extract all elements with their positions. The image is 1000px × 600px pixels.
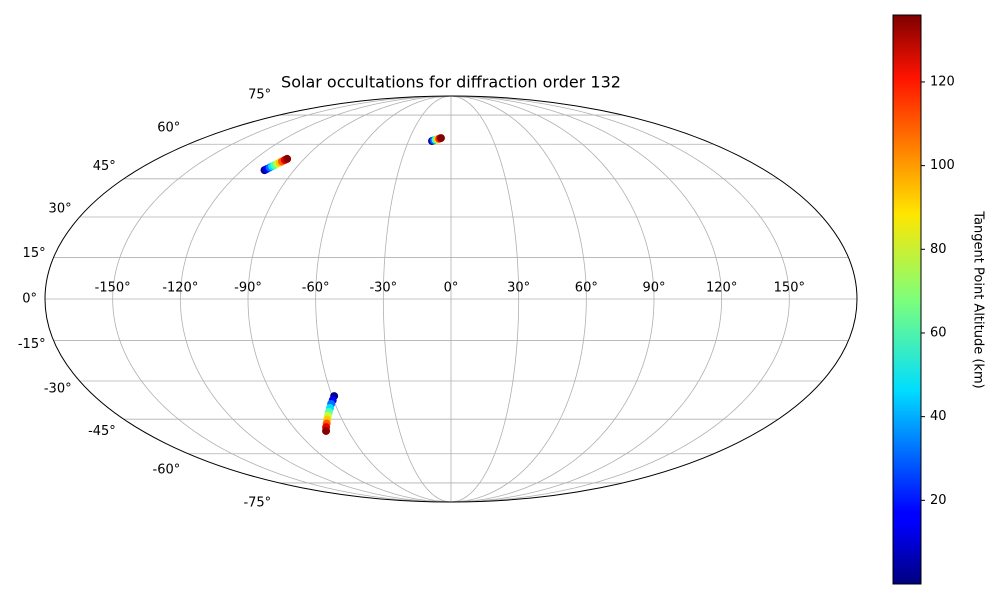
colorbar-tick-label: 40 [930, 409, 947, 424]
y-tick-label: -45° [88, 424, 116, 439]
grid-line [450, 95, 790, 503]
point [436, 134, 445, 143]
colorbar-tick-label: 80 [930, 242, 947, 257]
colorbar-tick-label: 60 [930, 325, 947, 340]
x-tick-label: 90° [642, 281, 665, 296]
x-tick-label: 150° [774, 281, 805, 296]
x-tick-label: 120° [706, 281, 737, 296]
y-tick-label: 15° [23, 246, 46, 261]
y-tick-label: -60° [153, 462, 181, 477]
grid-line [247, 95, 452, 503]
x-tick-label: -90° [234, 281, 262, 296]
grid-line [450, 95, 723, 503]
grid-line [112, 95, 452, 503]
y-tick-label: 60° [157, 121, 180, 136]
colorbar [892, 14, 922, 585]
colorbar-tick-label: 20 [930, 493, 947, 508]
x-tick-label: 0° [444, 281, 459, 296]
colorbar-label: Tangent Point Altitude (km) [971, 210, 986, 388]
point [283, 154, 292, 163]
x-tick-label: 30° [507, 281, 530, 296]
colorbar-ticks: 20 40 60 80 100 120 [921, 74, 955, 508]
grid-line [382, 95, 452, 503]
colorbar-tick-label: 120 [930, 74, 955, 89]
grid-line [450, 95, 520, 503]
grid-line [179, 95, 452, 503]
grid [45, 95, 857, 503]
colorbar-tick-label: 100 [930, 158, 955, 173]
x-tick-label: -150° [95, 281, 131, 296]
y-tick-label: -15° [18, 337, 46, 352]
x-tick-label: -30° [369, 281, 397, 296]
x-tick-label: -120° [162, 281, 198, 296]
chart-title: Solar occultations for diffraction order… [281, 73, 621, 92]
grid-line [450, 95, 587, 503]
y-tick-label: -30° [44, 382, 72, 397]
x-tick-label: 60° [575, 281, 598, 296]
x-tick-label: -60° [302, 281, 330, 296]
points [260, 134, 445, 435]
y-tick-label: -75° [243, 496, 271, 511]
grid-line [315, 95, 452, 503]
grid-line [450, 95, 655, 503]
tick-labels: -75° -60° -45° -30° -15° 0° 15° 30° 45° 60° 75° -15… [18, 87, 805, 510]
y-tick-label: 75° [248, 87, 271, 102]
y-tick-label: 30° [49, 201, 72, 216]
y-tick-label: 0° [22, 292, 37, 307]
point [322, 426, 331, 435]
y-tick-label: 45° [93, 159, 116, 174]
map-boundary [44, 95, 858, 503]
